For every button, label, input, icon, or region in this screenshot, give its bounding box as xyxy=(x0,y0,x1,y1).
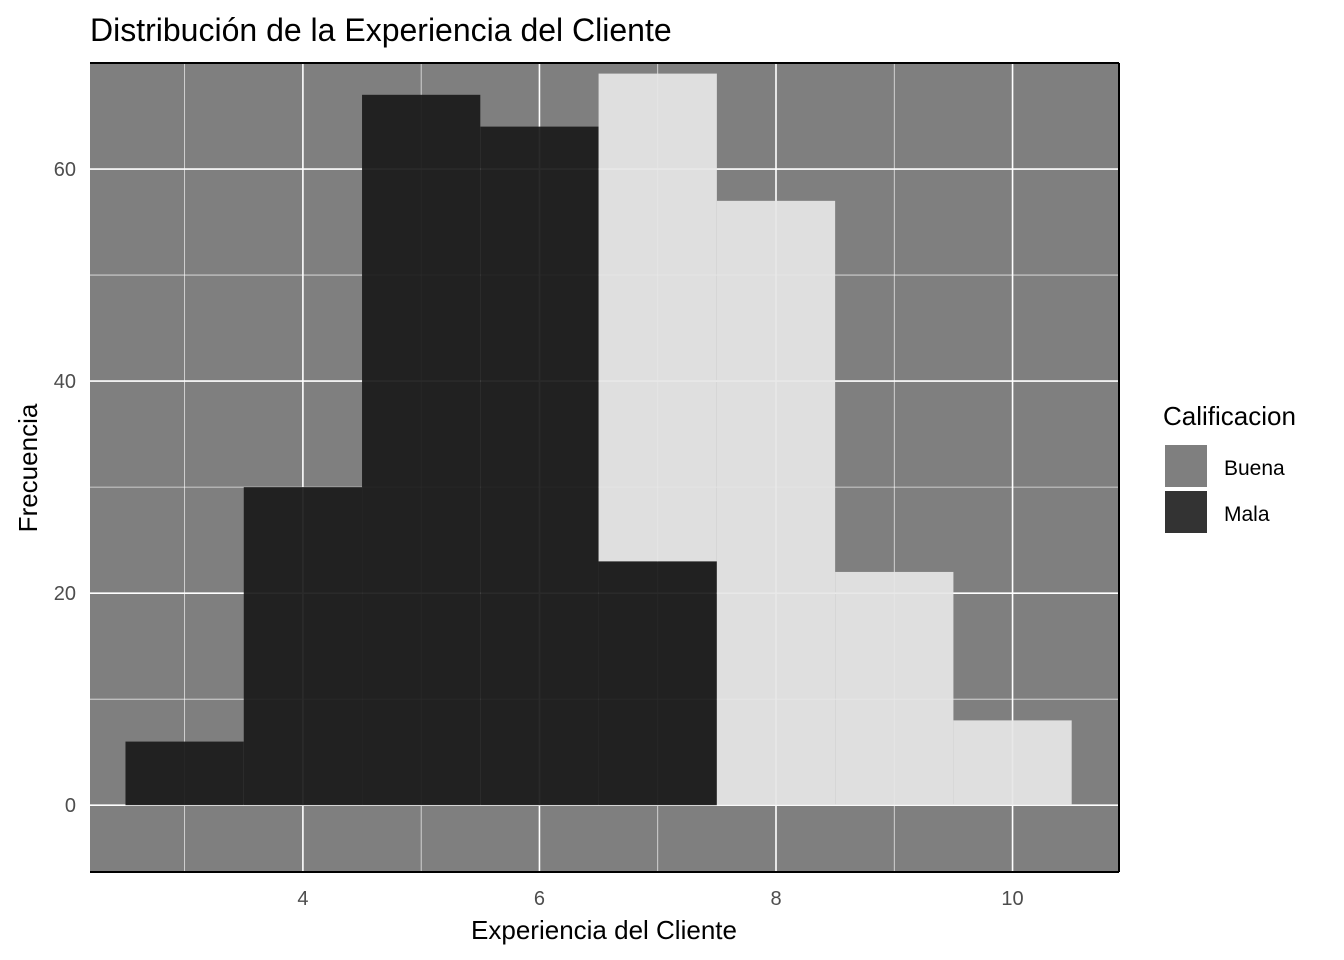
chart-title: Distribución de la Experiencia del Clien… xyxy=(90,12,672,48)
bar-buena xyxy=(598,73,717,562)
bar-buena xyxy=(835,571,954,806)
x-tick-label: 8 xyxy=(770,888,781,910)
y-axis-title: Frecuencia xyxy=(13,403,43,532)
x-axis-title: Experiencia del Cliente xyxy=(471,915,737,945)
axis-lines xyxy=(90,62,1120,873)
legend-title: Calificacion xyxy=(1163,401,1296,431)
bar-mala xyxy=(125,741,244,806)
x-tick-label: 10 xyxy=(1001,888,1023,910)
legend-swatch-buena xyxy=(1165,445,1207,487)
y-axis-ticks: 0 20 40 60 xyxy=(54,159,76,817)
bar-buena xyxy=(716,200,836,806)
legend-swatch-mala xyxy=(1165,491,1207,533)
x-axis-ticks: 4 6 8 10 xyxy=(297,888,1023,910)
y-tick-label: 0 xyxy=(65,795,76,817)
bar-buena xyxy=(953,720,1072,806)
bar-mala xyxy=(480,126,599,806)
legend-label-buena: Buena xyxy=(1224,457,1285,480)
legend: Calificacion Buena Mala xyxy=(1163,401,1296,533)
bar-mala xyxy=(598,561,717,806)
y-tick-label: 20 xyxy=(54,583,76,605)
bar-mala xyxy=(243,487,363,806)
bar-mala xyxy=(362,94,481,806)
y-tick-label: 40 xyxy=(54,371,76,393)
y-tick-label: 60 xyxy=(54,159,76,181)
x-tick-label: 4 xyxy=(297,888,308,910)
histogram-bars xyxy=(125,73,1072,806)
legend-label-mala: Mala xyxy=(1224,503,1270,526)
x-tick-label: 6 xyxy=(534,888,545,910)
